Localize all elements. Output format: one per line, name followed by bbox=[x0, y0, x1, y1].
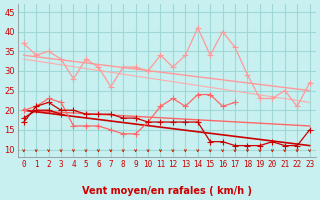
X-axis label: Vent moyen/en rafales ( km/h ): Vent moyen/en rafales ( km/h ) bbox=[82, 186, 252, 196]
